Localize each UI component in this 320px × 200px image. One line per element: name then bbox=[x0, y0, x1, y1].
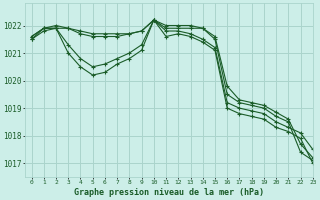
X-axis label: Graphe pression niveau de la mer (hPa): Graphe pression niveau de la mer (hPa) bbox=[74, 188, 264, 197]
